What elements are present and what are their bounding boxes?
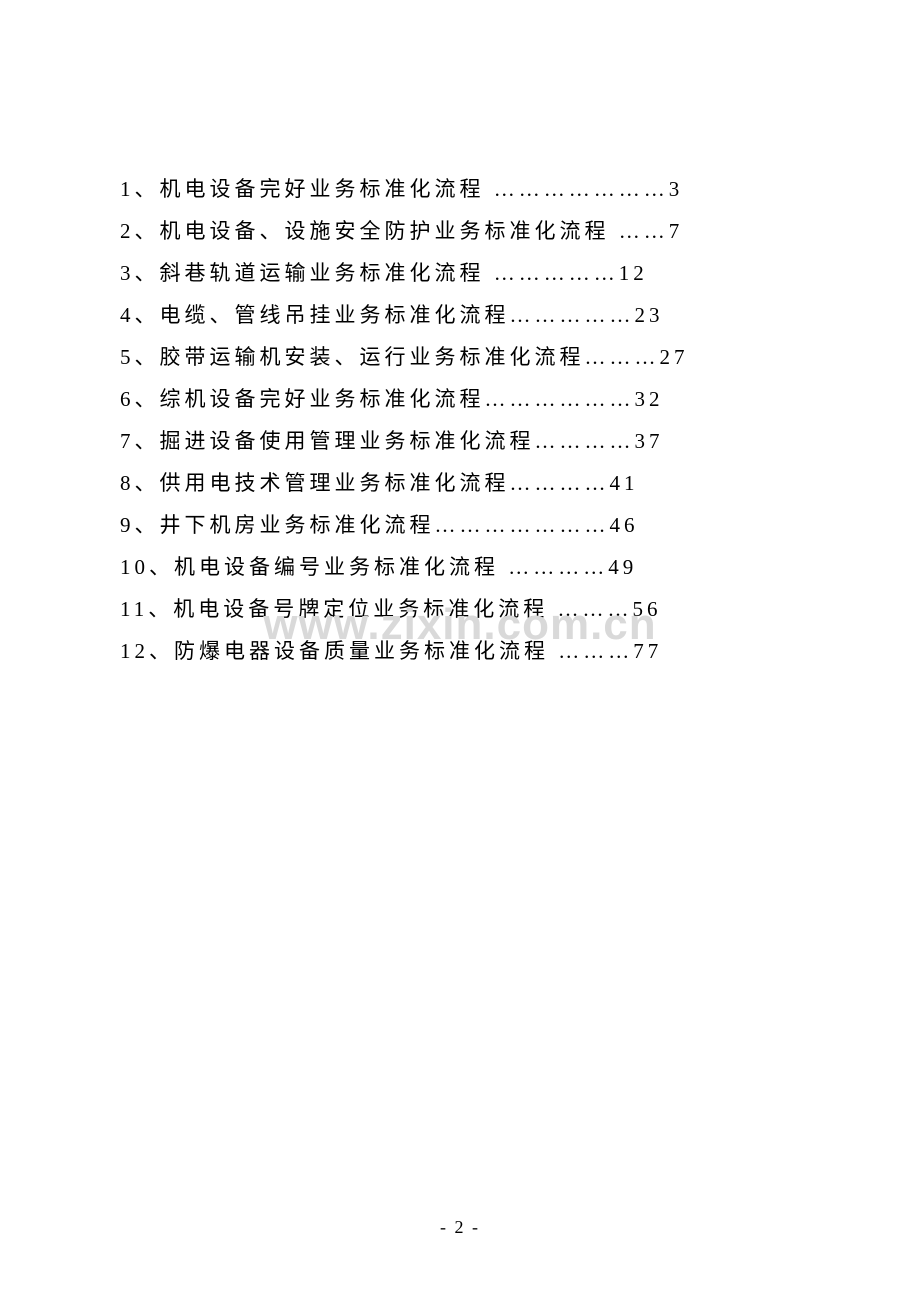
toc-num: 12、 <box>120 639 174 663</box>
toc-page: 32 <box>635 387 664 411</box>
toc-entry: 12、防爆电器设备质量业务标准化流程 ………77 <box>120 630 800 672</box>
toc-leader: ……… <box>548 597 632 621</box>
toc-entry: 3、斜巷轨道运输业务标准化流程 ……………12 <box>120 252 800 294</box>
toc-page: 56 <box>632 597 661 621</box>
toc-entry: 5、胶带运输机安装、运行业务标准化流程………27 <box>120 336 800 378</box>
toc-page: 3 <box>669 177 684 201</box>
toc-num: 7、 <box>120 429 160 453</box>
toc-entry: 4、电缆、管线吊挂业务标准化流程……………23 <box>120 294 800 336</box>
toc-entry: 1、机电设备完好业务标准化流程 …………………3 <box>120 168 800 210</box>
toc-leader: …………… <box>485 261 619 285</box>
table-of-contents: 1、机电设备完好业务标准化流程 …………………3 2、机电设备、设施安全防护业务… <box>120 168 800 672</box>
toc-entry: 11、机电设备号牌定位业务标准化流程 ………56 <box>120 588 800 630</box>
toc-page: 23 <box>635 303 664 327</box>
toc-page: 77 <box>633 639 662 663</box>
toc-title: 井下机房业务标准化流程 <box>160 513 435 537</box>
toc-title: 胶带运输机安装、运行业务标准化流程 <box>160 345 585 369</box>
toc-entry: 2、机电设备、设施安全防护业务标准化流程 ……7 <box>120 210 800 252</box>
toc-num: 9、 <box>120 513 160 537</box>
toc-entry: 6、综机设备完好业务标准化流程………………32 <box>120 378 800 420</box>
toc-num: 11、 <box>120 597 173 621</box>
toc-leader: ……… <box>549 639 633 663</box>
toc-title: 供用电技术管理业务标准化流程 <box>160 471 510 495</box>
toc-leader: ……………… <box>485 387 635 411</box>
toc-num: 6、 <box>120 387 160 411</box>
page-number: - 2 - <box>0 1217 920 1238</box>
toc-entry: 8、供用电技术管理业务标准化流程…………41 <box>120 462 800 504</box>
toc-leader: ………………… <box>435 513 610 537</box>
toc-num: 10、 <box>120 555 174 579</box>
toc-leader: …… <box>610 219 669 243</box>
toc-page: 41 <box>610 471 639 495</box>
toc-num: 1、 <box>120 177 160 201</box>
toc-page: 27 <box>660 345 689 369</box>
toc-title: 综机设备完好业务标准化流程 <box>160 387 485 411</box>
toc-num: 8、 <box>120 471 160 495</box>
toc-title: 防爆电器设备质量业务标准化流程 <box>174 639 549 663</box>
toc-leader: …………… <box>510 303 635 327</box>
toc-num: 4、 <box>120 303 160 327</box>
toc-title: 斜巷轨道运输业务标准化流程 <box>160 261 485 285</box>
toc-num: 5、 <box>120 345 160 369</box>
toc-title: 电缆、管线吊挂业务标准化流程 <box>160 303 510 327</box>
document-page: 1、机电设备完好业务标准化流程 …………………3 2、机电设备、设施安全防护业务… <box>0 0 920 1302</box>
toc-title: 机电设备号牌定位业务标准化流程 <box>173 597 548 621</box>
toc-page: 46 <box>610 513 639 537</box>
toc-leader: ……… <box>585 345 660 369</box>
toc-title: 机电设备完好业务标准化流程 <box>160 177 485 201</box>
toc-leader: ………………… <box>485 177 669 201</box>
toc-title: 机电设备、设施安全防护业务标准化流程 <box>160 219 610 243</box>
toc-leader: ………… <box>510 471 610 495</box>
toc-page: 37 <box>635 429 664 453</box>
toc-leader: ………… <box>499 555 608 579</box>
toc-title: 掘进设备使用管理业务标准化流程 <box>160 429 535 453</box>
toc-entry: 10、机电设备编号业务标准化流程 …………49 <box>120 546 800 588</box>
toc-page: 49 <box>608 555 637 579</box>
toc-num: 3、 <box>120 261 160 285</box>
toc-leader: ………… <box>535 429 635 453</box>
toc-entry: 9、井下机房业务标准化流程…………………46 <box>120 504 800 546</box>
toc-num: 2、 <box>120 219 160 243</box>
toc-page: 12 <box>619 261 648 285</box>
toc-title: 机电设备编号业务标准化流程 <box>174 555 499 579</box>
toc-entry: 7、掘进设备使用管理业务标准化流程…………37 <box>120 420 800 462</box>
toc-page: 7 <box>669 219 684 243</box>
